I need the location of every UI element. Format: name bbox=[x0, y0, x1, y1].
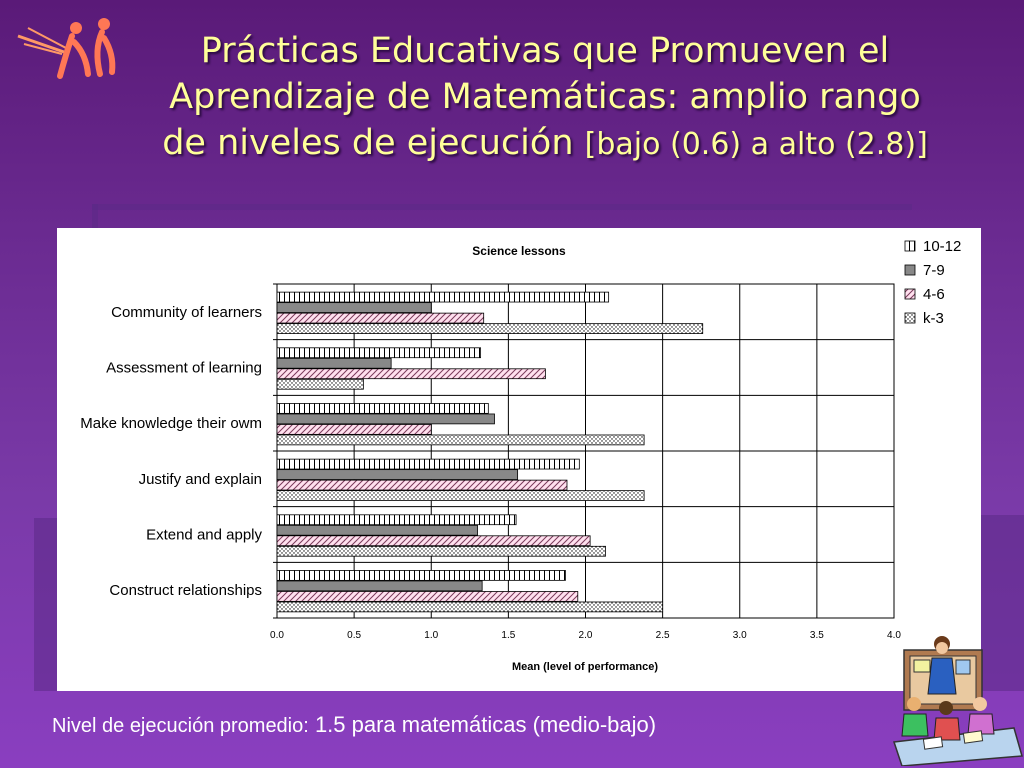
bar-4-6 bbox=[276, 424, 432, 435]
frame-bar-left bbox=[92, 204, 98, 228]
bar-10-12 bbox=[276, 570, 566, 581]
legend-label: 7-9 bbox=[923, 262, 945, 279]
x-tick-label: 3.0 bbox=[733, 630, 747, 641]
x-tick-label: 1.5 bbox=[501, 630, 515, 641]
category-label: Extend and apply bbox=[146, 527, 262, 544]
x-tick-label: 2.0 bbox=[579, 630, 593, 641]
footer-label: Nivel de ejecución promedio: bbox=[52, 715, 309, 737]
chart-panel: Science lessons Community of learners Ass… bbox=[57, 228, 981, 691]
bar-k-3 bbox=[276, 323, 704, 334]
bar-7-9 bbox=[276, 302, 432, 313]
bar-4-6 bbox=[276, 479, 568, 491]
logo-icon bbox=[17, 18, 116, 79]
bar-10-12 bbox=[276, 514, 517, 526]
x-tick-label: 2.5 bbox=[656, 630, 670, 641]
legend-swatch bbox=[904, 288, 916, 300]
footer-note: Nivel de ejecución promedio: 1.5 para ma… bbox=[52, 712, 656, 738]
bar-10-12 bbox=[276, 291, 610, 303]
bar-k-3 bbox=[276, 601, 664, 613]
bar-k-3 bbox=[276, 490, 645, 501]
bar-7-9 bbox=[276, 580, 483, 592]
x-tick-label: 4.0 bbox=[887, 630, 901, 641]
chart-bars bbox=[276, 291, 704, 613]
chart-title: Science lessons bbox=[472, 244, 566, 258]
bar-7-9 bbox=[276, 413, 495, 425]
title-line-1: Prácticas Educativas que Promueven el bbox=[200, 31, 890, 71]
frame-bar-top bbox=[92, 204, 912, 210]
footer-value: 1.5 para matemáticas (medio-bajo) bbox=[314, 712, 657, 737]
legend-swatch bbox=[904, 312, 916, 324]
bar-7-9 bbox=[276, 357, 392, 369]
bar-4-6 bbox=[276, 591, 579, 602]
frame-bar-left-low bbox=[34, 518, 57, 691]
title-line-3-sub: [bajo (0.6) a alto (2.8)] bbox=[584, 127, 928, 162]
category-label: Construct relationships bbox=[109, 582, 262, 599]
bar-k-3 bbox=[276, 434, 645, 446]
bar-4-6 bbox=[276, 312, 485, 324]
bar-k-3 bbox=[276, 378, 364, 390]
x-tick-label: 1.0 bbox=[424, 630, 438, 641]
x-tick-label: 3.5 bbox=[810, 630, 824, 641]
category-labels: Community of learners Assessment of learn… bbox=[80, 304, 262, 599]
bar-10-12 bbox=[276, 458, 580, 470]
bar-chart: Science lessons Community of learners Ass… bbox=[80, 238, 961, 673]
chart-grid bbox=[273, 283, 895, 619]
x-tick-labels: 0.0 0.5 1.0 1.5 2.0 2.5 3.0 3.5 4.0 bbox=[270, 630, 901, 641]
legend-swatch bbox=[904, 264, 916, 276]
bar-4-6 bbox=[276, 368, 546, 380]
title-line-3-main: de niveles de ejecución bbox=[162, 123, 574, 163]
category-label: Assessment of learning bbox=[106, 360, 262, 377]
bar-k-3 bbox=[276, 545, 606, 557]
legend-label: 10-12 bbox=[923, 238, 961, 255]
title-line-2: Aprendizaje de Matemáticas: amplio rango bbox=[169, 77, 921, 117]
frame-bar-right bbox=[981, 515, 1024, 691]
slide-title: Prácticas Educativas que Promueven el Ap… bbox=[70, 28, 1020, 168]
bar-10-12 bbox=[276, 347, 482, 359]
legend-label: 4-6 bbox=[923, 286, 945, 303]
x-tick-label: 0.0 bbox=[270, 630, 284, 641]
x-tick-label: 0.5 bbox=[347, 630, 361, 641]
chart-legend: 10-12 7-9 4-6 k-3 bbox=[904, 238, 961, 327]
x-axis-label: Mean (level of performance) bbox=[512, 661, 658, 673]
title-line-3: de niveles de ejecución [bajo (0.6) a al… bbox=[70, 120, 1020, 168]
bar-7-9 bbox=[276, 524, 478, 536]
category-label: Community of learners bbox=[111, 304, 262, 321]
bar-7-9 bbox=[276, 469, 519, 480]
legend-swatch bbox=[904, 240, 916, 252]
classroom-clipart-icon bbox=[892, 636, 1023, 766]
category-label: Justify and explain bbox=[139, 471, 262, 488]
bar-10-12 bbox=[276, 403, 489, 414]
category-label: Make knowledge their owm bbox=[80, 415, 262, 432]
legend-label: k-3 bbox=[923, 310, 944, 327]
bar-4-6 bbox=[276, 535, 591, 547]
